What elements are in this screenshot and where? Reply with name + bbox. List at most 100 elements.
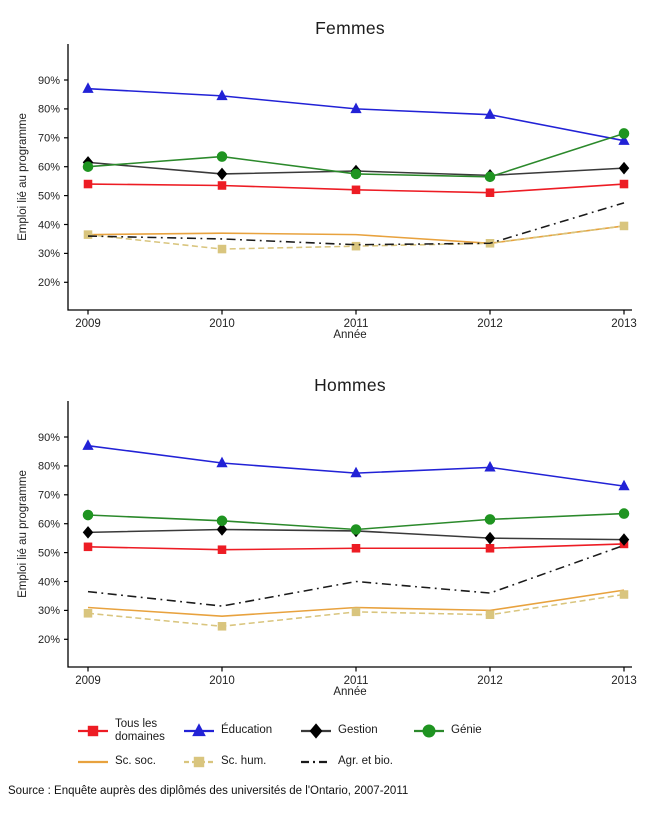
marker-circle-genie xyxy=(216,515,228,527)
femmes-chart-title: Femmes xyxy=(315,18,385,38)
x-tick-label: 2011 xyxy=(344,318,369,330)
marker-square-tous xyxy=(351,543,361,553)
x-tick-label: 2010 xyxy=(209,318,235,330)
marker-square-tous xyxy=(619,179,629,189)
y-tick-label: 40% xyxy=(38,219,60,231)
legend-swatch-schum-icon xyxy=(184,756,214,768)
legend-label-agr: Agr. et bio. xyxy=(338,755,393,767)
legend-swatch-agr-icon xyxy=(301,760,331,764)
marker-circle-genie xyxy=(484,171,496,183)
legend-label-gestion: Gestion xyxy=(338,724,378,736)
series-markers-genie xyxy=(82,128,630,183)
marker-square-schum xyxy=(217,622,227,631)
marker-circle-genie xyxy=(618,128,630,139)
series-line-education xyxy=(87,87,625,142)
x-tick-label: 2012 xyxy=(477,318,503,330)
y-tick-label: 80% xyxy=(38,104,60,116)
femmes-x-axis-label: Année xyxy=(333,329,367,341)
marker-square-schum xyxy=(351,241,361,251)
marker-triangle-education xyxy=(82,82,94,93)
series-markers-education xyxy=(82,82,630,145)
series-line-agr xyxy=(87,544,625,607)
marker-square-tous xyxy=(217,545,227,554)
legend-label-genie: Génie xyxy=(451,724,482,736)
marker-circle-genie xyxy=(82,509,94,521)
marker-square-schum xyxy=(193,756,205,768)
series-markers-education xyxy=(82,439,630,491)
marker-circle-genie xyxy=(82,161,94,172)
marker-diamond-gestion xyxy=(618,161,630,175)
femmes-plot: 20% 30% 40% 50% 60% 70% 80% 90% 2009 2010 2011 2012… xyxy=(38,44,637,330)
y-tick-label: 90% xyxy=(38,432,60,444)
legend-item-tous: Tous les domaines xyxy=(77,718,247,752)
x-tick-label: 2012 xyxy=(477,675,503,687)
series-markers-tous xyxy=(83,179,629,197)
marker-triangle-education xyxy=(216,456,228,468)
y-tick-label: 90% xyxy=(38,75,60,87)
marker-triangle-education xyxy=(216,89,228,101)
marker-diamond-gestion xyxy=(216,167,228,181)
legend-label-tous: Tous les domaines xyxy=(115,718,165,743)
legend-item-schum: Sc. hum. xyxy=(183,753,353,783)
marker-circle-genie xyxy=(350,524,362,535)
legend-label-schum: Sc. hum. xyxy=(221,755,267,767)
legend-item-scsoc: Sc. soc. xyxy=(77,753,247,783)
marker-square-tous xyxy=(351,185,361,195)
marker-triangle-education xyxy=(350,102,362,114)
marker-circle-genie xyxy=(216,151,228,162)
marker-square-tous xyxy=(485,543,495,553)
legend-label-scsoc: Sc. soc. xyxy=(115,755,156,767)
series-line-agr xyxy=(87,202,625,246)
marker-diamond-gestion xyxy=(82,526,94,539)
y-tick-label: 80% xyxy=(38,461,60,473)
marker-square-tous xyxy=(83,542,93,552)
x-tick-label: 2013 xyxy=(611,675,637,687)
marker-diamond-gestion xyxy=(484,531,496,545)
legend-swatch-genie-icon xyxy=(414,724,444,738)
marker-square-schum xyxy=(619,221,629,231)
x-tick-label: 2009 xyxy=(75,675,101,687)
y-tick-label: 20% xyxy=(38,634,60,646)
marker-diamond-gestion xyxy=(216,523,228,536)
y-tick-label: 30% xyxy=(38,248,60,260)
marker-square-schum xyxy=(485,610,495,620)
y-tick-label: 50% xyxy=(38,547,60,559)
marker-square-tous xyxy=(217,181,227,190)
legend: Tous les domaines Éducation Gestion Génie Sc… xyxy=(0,702,650,782)
axes xyxy=(67,44,632,311)
marker-square-schum xyxy=(217,244,227,254)
marker-diamond-gestion xyxy=(309,723,323,739)
legend-item-genie: Génie xyxy=(413,722,583,752)
y-tick-label: 70% xyxy=(38,490,60,502)
y-tick-label: 60% xyxy=(38,519,60,531)
legend-swatch-gestion-icon xyxy=(301,723,331,739)
legend-swatch-tous-icon xyxy=(78,725,108,737)
x-tick-label: 2011 xyxy=(344,675,369,687)
y-tick-label: 50% xyxy=(38,190,60,202)
marker-triangle-education xyxy=(618,134,630,145)
marker-square-schum xyxy=(83,230,93,239)
y-tick-label: 40% xyxy=(38,576,60,588)
marker-triangle-education xyxy=(82,439,94,450)
marker-circle-genie xyxy=(618,508,630,519)
hommes-chart-block: Hommes Emploi lié au programme 20% 30% 40%… xyxy=(0,357,650,702)
marker-circle-genie xyxy=(484,514,496,525)
axes xyxy=(67,401,632,668)
marker-square-tous xyxy=(83,179,93,189)
marker-square-tous xyxy=(87,725,99,737)
series-markers-genie xyxy=(82,508,630,535)
marker-square-schum xyxy=(351,607,361,617)
marker-circle-genie xyxy=(350,168,362,180)
femmes-chart-block: Femmes Emploi lié au programme 20% 30% 40%… xyxy=(0,0,650,345)
x-tick-label: 2010 xyxy=(209,675,235,687)
series-line-education xyxy=(87,444,625,487)
source-note: Source : Enquête auprès des diplômés des… xyxy=(8,785,409,797)
hommes-chart-title: Hommes xyxy=(314,375,386,395)
hommes-plot: 20% 30% 40% 50% 60% 70% 80% 90% 2009 2010 2011 2012… xyxy=(38,401,637,687)
series-markers-schum xyxy=(83,590,629,631)
legend-item-gestion: Gestion xyxy=(300,722,470,752)
x-tick-label: 2009 xyxy=(75,318,101,330)
legend-item-agr: Agr. et bio. xyxy=(300,753,470,783)
marker-square-schum xyxy=(83,609,93,618)
